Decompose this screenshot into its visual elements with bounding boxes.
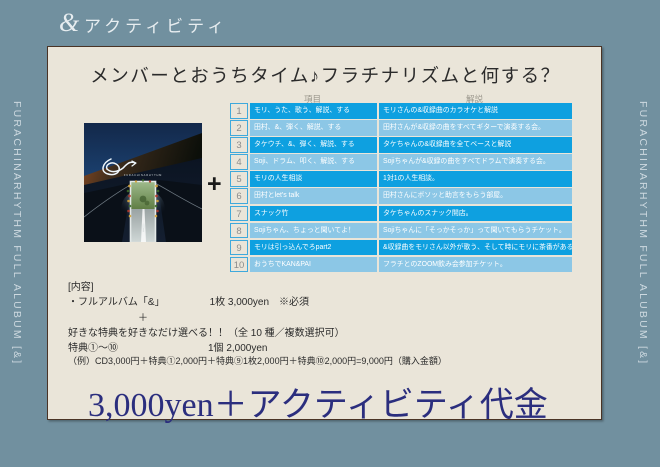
svg-text:FURACHINARHYTHM: FURACHINARHYTHM bbox=[124, 173, 162, 177]
